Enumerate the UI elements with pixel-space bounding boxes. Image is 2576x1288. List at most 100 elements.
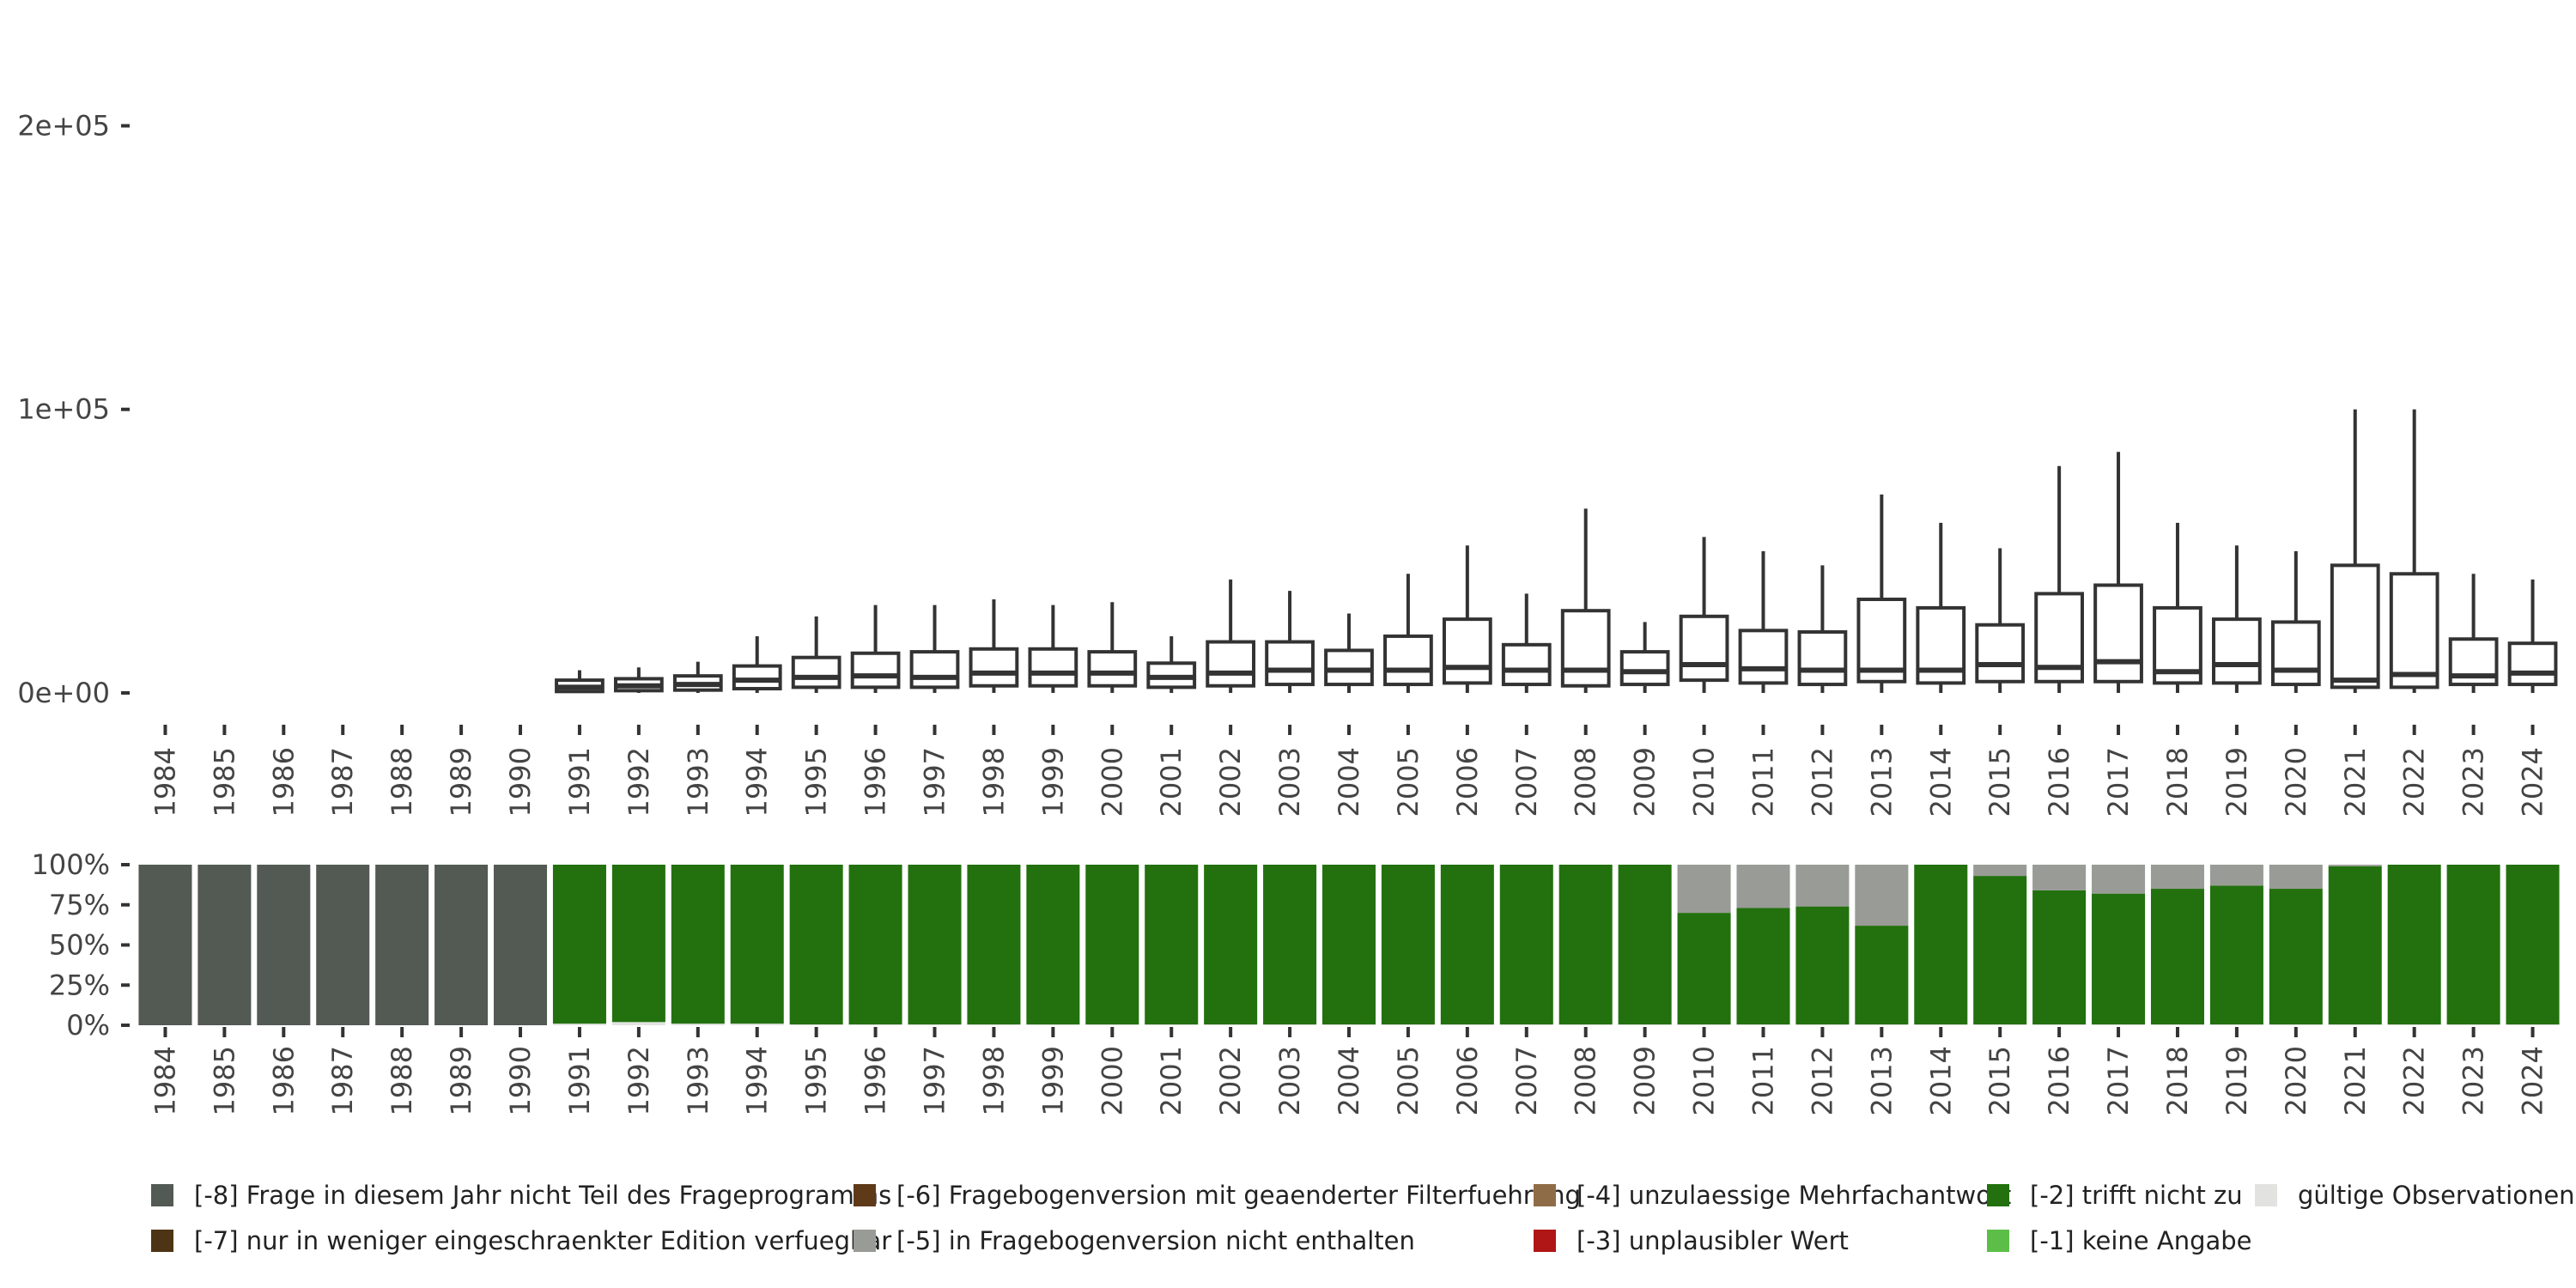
box-x-tick-label: 1988	[386, 747, 418, 817]
box-iqr	[1501, 642, 1552, 687]
bar-segment-2009	[1618, 865, 1672, 1025]
bar-segment-1986	[257, 865, 311, 1025]
bar-segment-2024	[2506, 1024, 2560, 1025]
box-1992	[613, 667, 664, 693]
box-iqr	[732, 664, 782, 691]
box-2015	[1975, 548, 2026, 693]
box-iqr	[2212, 617, 2262, 685]
bar-segment-1994	[730, 865, 784, 1024]
box-y-tick-label: 1e+05	[17, 393, 110, 426]
stack-x-tick-label: 1985	[208, 1046, 240, 1115]
stack-x-tick-label: 2001	[1155, 1046, 1188, 1115]
box-x-tick-label: 2002	[1214, 747, 1247, 817]
legend-label: [-6] Fragebogenversion mit geaenderter F…	[896, 1181, 1581, 1210]
box-2021	[2330, 409, 2380, 693]
legend-item: [-4] unzulaessige Mehrfachantwort	[1534, 1178, 2011, 1212]
box-1999	[1028, 605, 1078, 693]
bar-segment-2015	[1973, 876, 2027, 1025]
stack-x-tick-label: 1993	[682, 1046, 714, 1115]
stack-x-tick-label: 2010	[1688, 1046, 1721, 1115]
legend-swatch	[151, 1184, 173, 1206]
bar-segment-2019	[2209, 885, 2263, 1025]
box-1998	[969, 599, 1019, 693]
box-x-tick-label: 2015	[1984, 747, 2016, 817]
box-x-tick-label: 2012	[1806, 747, 1838, 817]
stack-x-tick-label: 2003	[1273, 1046, 1306, 1115]
box-x-tick-label: 2023	[2458, 747, 2490, 817]
bar-segment-2002	[1204, 1024, 1258, 1025]
bar-segment-1990	[494, 865, 548, 1025]
bar-segment-1995	[789, 865, 843, 1025]
legend-item: gültige Observationen	[2255, 1178, 2575, 1212]
bar-segment-2016	[2032, 890, 2087, 1025]
box-iqr	[1797, 629, 1848, 687]
bar-segment-2020	[2269, 1024, 2323, 1025]
box-2002	[1206, 579, 1256, 693]
bar-segment-2006	[1440, 865, 1494, 1025]
legend-item: [-2] trifft nicht zu	[1987, 1178, 2243, 1212]
box-2023	[2448, 574, 2499, 693]
bar-segment-2017	[2092, 865, 2146, 894]
stack-x-tick-label: 2017	[2102, 1046, 2135, 1115]
box-iqr	[1975, 623, 2026, 683]
bar-segment-2003	[1263, 1024, 1317, 1025]
bar-segment-2011	[1736, 865, 1790, 908]
legend-label: [-2] trifft nicht zu	[2030, 1181, 2243, 1210]
bar-segment-1997	[908, 865, 962, 1025]
stack-x-tick-label: 1996	[860, 1046, 892, 1115]
bar-segment-1993	[671, 1024, 725, 1025]
box-x-tick-label: 1997	[919, 747, 951, 817]
box-x-tick-label: 2013	[1865, 747, 1898, 817]
box-x-tick-label: 2005	[1392, 747, 1425, 817]
bar-segment-2021	[2328, 866, 2382, 1025]
box-1996	[850, 605, 901, 693]
stack-x-tick-label: 1987	[326, 1046, 359, 1115]
bar-segment-2006	[1440, 1024, 1494, 1025]
stack-y-tick-label: 25%	[49, 969, 110, 1001]
bar-segment-2011	[1736, 908, 1790, 1025]
box-iqr	[2270, 620, 2321, 687]
bar-segment-1996	[848, 865, 902, 1025]
bar-segment-2016	[2032, 1024, 2087, 1025]
box-iqr	[2507, 641, 2558, 687]
legend-swatch	[854, 1230, 876, 1252]
box-2007	[1501, 593, 1552, 693]
box-x-tick-label: 2018	[2161, 747, 2194, 817]
stack-y-tick-label: 50%	[49, 929, 110, 962]
bar-segment-2023	[2446, 1024, 2500, 1025]
stack-x-tick-label: 2008	[1570, 1046, 1602, 1115]
box-x-tick-label: 2022	[2398, 747, 2431, 817]
legend-label: [-1] keine Angabe	[2030, 1226, 2252, 1255]
box-2013	[1856, 494, 1907, 693]
box-x-tick-label: 1994	[741, 747, 774, 817]
stack-x-tick-label: 2011	[1747, 1046, 1779, 1115]
bar-segment-2021	[2328, 1024, 2382, 1025]
bar-segment-2005	[1381, 1024, 1435, 1025]
box-x-tick-label: 1996	[860, 747, 892, 817]
box-iqr	[1560, 609, 1611, 688]
bar-segment-1999	[1026, 865, 1080, 1025]
box-2014	[1916, 522, 1966, 693]
box-1997	[909, 605, 960, 693]
bar-segment-2000	[1085, 1024, 1139, 1025]
bar-segment-1991	[552, 865, 606, 1024]
box-x-tick-label: 2004	[1333, 747, 1365, 817]
bar-segment-2018	[2150, 889, 2204, 1025]
box-y-tick-label: 2e+05	[17, 110, 110, 143]
bar-segment-2009	[1618, 1024, 1672, 1025]
bar-segment-2013	[1855, 926, 1909, 1025]
box-iqr	[1324, 648, 1374, 687]
bar-segment-2012	[1795, 865, 1850, 907]
box-x-tick-label: 2024	[2517, 747, 2549, 817]
legend-label: gültige Observationen	[2298, 1181, 2575, 1210]
bar-segment-1992	[611, 865, 665, 1023]
stack-x-tick-label: 2009	[1629, 1046, 1662, 1115]
stack-x-tick-label: 2023	[2458, 1046, 2490, 1115]
box-2012	[1797, 565, 1848, 693]
bar-segment-2016	[2032, 865, 2087, 890]
legend-item: [-8] Frage in diesem Jahr nicht Teil des…	[151, 1178, 891, 1212]
stack-x-tick-label: 1995	[800, 1046, 833, 1115]
legend-swatch	[2255, 1184, 2277, 1206]
box-2016	[2034, 465, 2085, 693]
box-iqr	[791, 655, 841, 690]
